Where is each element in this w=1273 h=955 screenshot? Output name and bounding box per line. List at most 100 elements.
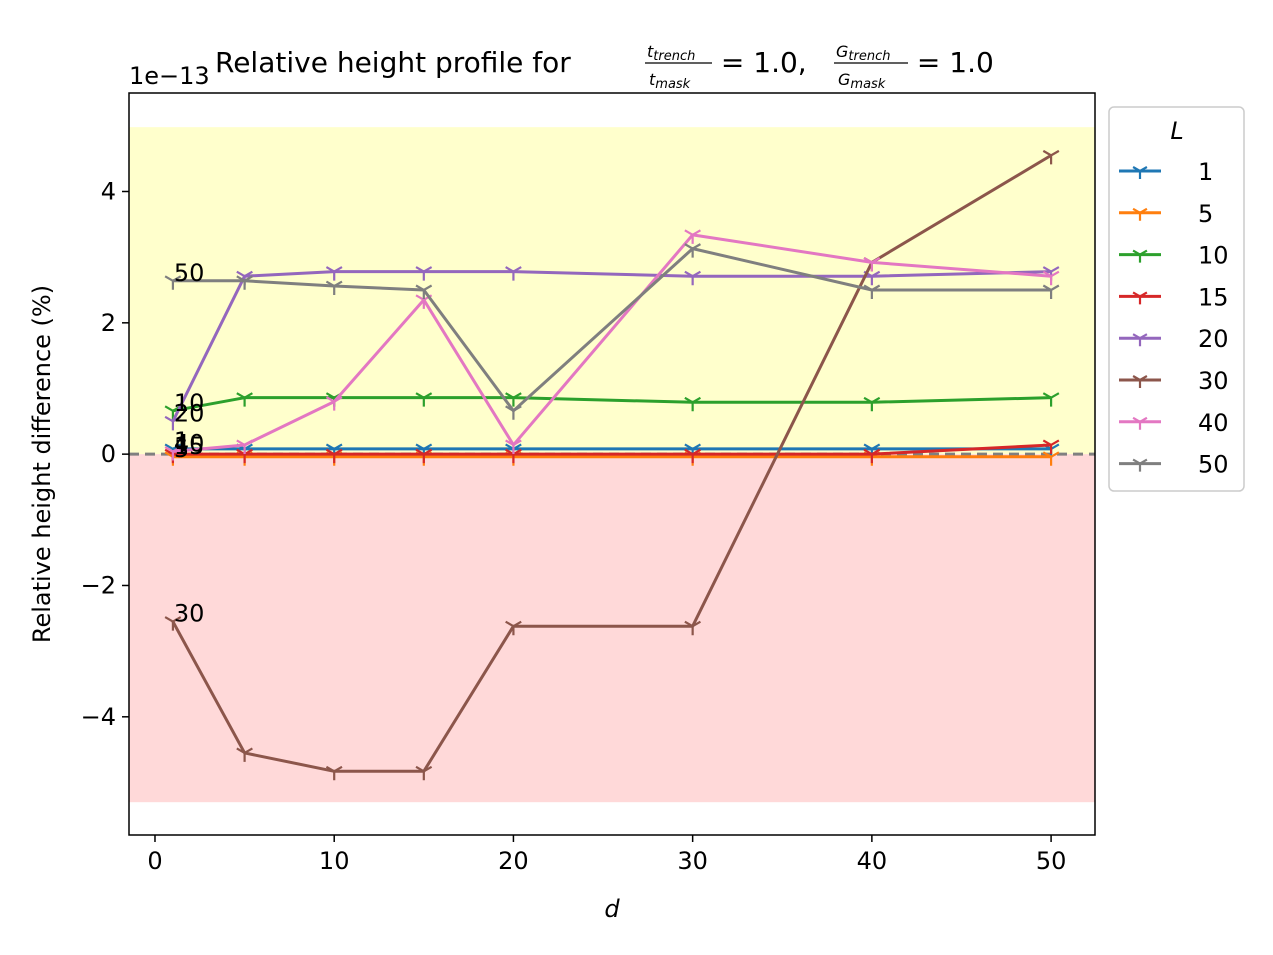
x-tick-label-40: 40	[857, 847, 888, 875]
annotation-20: 20	[174, 399, 205, 427]
legend-marker-20	[1132, 333, 1148, 347]
point-50-15	[415, 284, 433, 299]
point-10-20	[505, 392, 522, 407]
legend-item-10: 10	[1119, 242, 1229, 270]
legend-item-20: 20	[1119, 325, 1229, 353]
point-30-5	[236, 747, 253, 762]
series-30	[164, 149, 1060, 781]
annotation-30: 30	[174, 600, 205, 628]
series-line-40	[172, 233, 1052, 454]
series-line-20	[171, 270, 1052, 422]
annotation-40: 40	[174, 430, 205, 458]
series-line-15	[172, 443, 1052, 456]
title-eq2: = 1.0	[908, 46, 994, 79]
point-10-50	[1042, 392, 1060, 407]
annotation-5: 5	[174, 435, 189, 463]
y-axis-ticks: −4 −2 0 2 4	[81, 177, 129, 731]
background-bands	[129, 127, 1095, 803]
title-prefix: Relative height profile for	[215, 46, 571, 79]
annotation-10: 10	[174, 389, 205, 417]
annotation-15: 15	[174, 432, 205, 460]
series-lines	[164, 149, 1060, 781]
y-tick-label-2: 2	[101, 309, 116, 337]
point-50-40	[863, 284, 881, 299]
point-15-5	[236, 448, 253, 464]
point-30-20	[505, 620, 522, 636]
point-15-20	[505, 448, 522, 464]
title-frac2-den: Gmask	[838, 70, 886, 92]
legend-marker-30	[1132, 375, 1148, 388]
legend-label-30: 30	[1198, 367, 1229, 395]
series-10	[164, 392, 1060, 420]
point-50-5	[236, 275, 253, 290]
series-line-10	[172, 396, 1052, 413]
y-tick-label-0: 0	[101, 440, 116, 468]
legend-item-5: 5	[1119, 200, 1213, 228]
point-annotations: 15 10 15 20 30 40 50	[174, 259, 205, 628]
legend-marker-15	[1132, 291, 1148, 305]
band-1	[129, 454, 1095, 803]
point-20-1	[164, 415, 182, 431]
title-frac2-num: Gtrench	[836, 42, 890, 64]
title-frac1-num: ttrench	[647, 42, 695, 64]
title-frac1-den: tmask	[649, 70, 691, 92]
point-30-10	[325, 765, 343, 781]
annotation-1: 1	[174, 427, 189, 455]
point-10-5	[236, 392, 253, 407]
point-20-15	[415, 266, 433, 281]
x-tick-label-20: 20	[498, 847, 529, 875]
x-tick-label-50: 50	[1036, 847, 1067, 875]
legend-marker-40	[1132, 416, 1148, 430]
y-axis-label: Relative height difference (%)	[28, 285, 56, 643]
axes-frame	[128, 92, 1096, 836]
legend-label-10: 10	[1198, 242, 1229, 270]
series-50	[164, 243, 1060, 420]
legend-marker-50	[1132, 458, 1148, 472]
point-10-40	[863, 396, 881, 412]
chart-title: Relative height profile for ttrench tmas…	[215, 42, 994, 92]
legend-marker-5	[1132, 207, 1148, 221]
point-15-15	[415, 448, 433, 464]
y-tick-label-4: 4	[101, 177, 116, 205]
point-40-5	[236, 439, 253, 454]
y-offset-label: 1e−13	[129, 62, 210, 90]
point-50-30	[684, 243, 701, 258]
y-tick-label--4: −4	[81, 703, 116, 731]
legend-title: L	[1170, 117, 1183, 145]
point-15-50	[1042, 439, 1060, 454]
point-15-40	[863, 448, 881, 464]
series-15	[164, 439, 1060, 464]
x-tick-label-30: 30	[677, 847, 708, 875]
legend-box	[1108, 106, 1245, 492]
title-eq1: = 1.0,	[712, 46, 816, 79]
legend-item-15: 15	[1119, 283, 1229, 311]
point-20-10	[325, 266, 343, 281]
point-40-1	[164, 446, 182, 461]
point-30-50	[1042, 149, 1060, 165]
legend-item-30: 30	[1119, 367, 1229, 395]
x-axis-ticks: 0 10 20 30 40 50	[147, 835, 1066, 875]
legend-label-1: 1	[1198, 158, 1213, 186]
point-30-1	[164, 616, 182, 631]
point-50-10	[325, 280, 343, 296]
point-20-30	[684, 270, 701, 286]
series-line-30	[171, 154, 1052, 773]
x-tick-label-10: 10	[319, 847, 350, 875]
point-50-20	[505, 405, 522, 420]
legend-label-15: 15	[1198, 283, 1229, 311]
point-40-10	[325, 396, 343, 411]
point-15-10	[325, 448, 343, 464]
legend-marker-10	[1132, 249, 1148, 263]
point-40-30	[684, 229, 701, 244]
point-40-40	[863, 256, 881, 272]
point-40-50	[1042, 270, 1060, 286]
point-5-50	[1042, 451, 1060, 466]
legend-item-40: 40	[1119, 409, 1229, 437]
legend-item-1: 1	[1119, 158, 1213, 186]
legend-label-20: 20	[1198, 325, 1229, 353]
legend-item-50: 50	[1119, 451, 1229, 479]
point-50-50	[1042, 284, 1060, 299]
legend-label-5: 5	[1198, 200, 1213, 228]
